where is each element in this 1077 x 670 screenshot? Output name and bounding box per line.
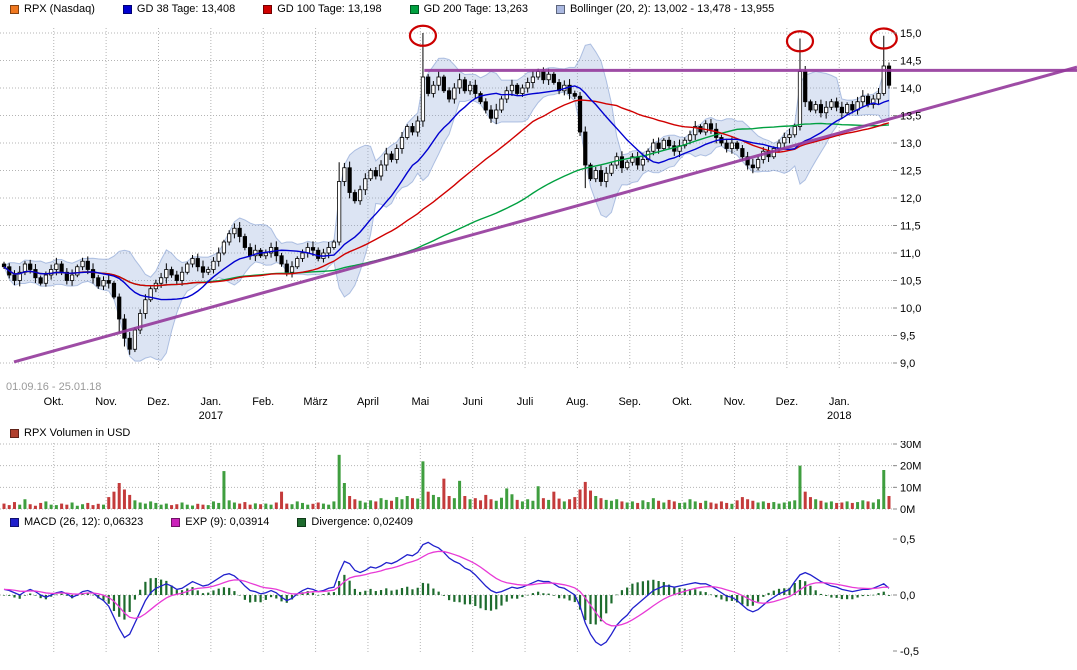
legend-item-volume: RPX Volumen in USD	[10, 427, 130, 439]
macd-chart-canvas: 0,5 0,0 -0,5	[0, 534, 919, 658]
bollinger-band	[3, 43, 890, 362]
legend-item-symbol: RPX (Nasdaq)	[10, 3, 95, 15]
price-tick-label: 13,5	[900, 111, 921, 123]
price-tick-label: 14,5	[900, 56, 921, 68]
macd-tick-label: 0,5	[900, 534, 915, 546]
month-label: März	[303, 396, 327, 408]
month-label: Dez.	[776, 396, 799, 408]
bollinger-label: Bollinger (20, 2): 13,002 - 13,478 - 13,…	[569, 3, 775, 15]
volume-gridlines	[0, 443, 895, 510]
price-tick-label: 10,5	[900, 276, 921, 288]
month-label: Aug.	[566, 396, 589, 408]
legend-item-exp: EXP (9): 0,03914	[171, 516, 269, 528]
month-label: Okt.	[44, 396, 64, 408]
legend-item-divergence: Divergence: 0,02409	[297, 516, 413, 528]
legend-item-gd200: GD 200 Tage: 13,263	[409, 3, 528, 15]
breakout-circle	[785, 30, 815, 53]
macd-tick-label: -0,5	[900, 646, 919, 658]
price-tick-label: 11,0	[900, 248, 921, 260]
divergence-legend-icon	[297, 517, 307, 527]
price-tick-label: 9,5	[900, 331, 915, 343]
price-chart-canvas: 15,0 14,5 14,0 13,5 13,0 12,5 12,0 11,5 11,0 10,5…	[0, 24, 1077, 422]
breakout-circle	[869, 27, 898, 50]
gd200-legend-icon	[409, 4, 419, 14]
month-label: Juni	[463, 396, 483, 408]
price-chart-legend: RPX (Nasdaq) GD 38 Tage: 13,408 GD 100 T…	[0, 0, 1077, 18]
macd-gridlines	[0, 537, 895, 653]
price-tick-label: 9,0	[900, 358, 915, 370]
bollinger-legend-icon	[555, 4, 565, 14]
volume-tick-label: 20M	[900, 461, 921, 473]
volume-legend-icon	[10, 428, 19, 438]
price-tick-label: 12,0	[900, 193, 921, 205]
gd38-label: GD 38 Tage: 13,408	[136, 3, 236, 15]
volume-label: RPX Volumen in USD	[24, 427, 131, 439]
price-tick-label: 11,5	[900, 221, 921, 233]
volume-tick-label: 0M	[900, 504, 915, 513]
volume-chart-legend: RPX Volumen in USD	[0, 425, 1077, 441]
price-tick-label: 13,0	[900, 138, 921, 150]
month-label: Nov.	[95, 396, 117, 408]
gd38-line	[3, 85, 890, 301]
gd38-legend-icon	[122, 4, 132, 14]
macd-legend-icon	[10, 517, 19, 527]
volume-chart-canvas: 30M 20M 10M 0M	[0, 441, 921, 513]
month-label: Juli	[517, 396, 534, 408]
date-range-label: 01.09.16 - 25.01.18	[6, 381, 101, 393]
month-label: Dez.	[147, 396, 170, 408]
macd-chart-legend: MACD (26, 12): 0,06323 EXP (9): 0,03914 …	[0, 513, 1077, 531]
volume-tick-label: 30M	[900, 441, 921, 451]
volume-tick-label: 10M	[900, 482, 921, 494]
exp-legend-icon	[171, 517, 181, 527]
month-label: Feb.	[252, 396, 274, 408]
volume-bars	[2, 454, 891, 509]
month-label: Nov.	[724, 396, 746, 408]
legend-item-gd38: GD 38 Tage: 13,408	[122, 3, 236, 15]
gd100-legend-icon	[263, 4, 273, 14]
legend-item-macd: MACD (26, 12): 0,06323	[10, 516, 143, 528]
price-tick-label: 10,0	[900, 303, 921, 315]
legend-item-bollinger: Bollinger (20, 2): 13,002 - 13,478 - 13,…	[555, 3, 775, 15]
legend-item-gd100: GD 100 Tage: 13,198	[263, 3, 382, 15]
month-label: April	[357, 396, 379, 408]
macd-label: MACD (26, 12): 0,06323	[24, 516, 144, 528]
month-label: Sep.	[618, 396, 641, 408]
month-label: Mai	[411, 396, 429, 408]
year-label: 2017	[199, 410, 223, 422]
gd200-label: GD 200 Tage: 13,263	[423, 3, 528, 15]
macd-tick-label: 0,0	[900, 590, 915, 602]
divergence-bars	[2, 574, 891, 625]
price-tick-label: 15,0	[900, 28, 921, 40]
ascending-support	[13, 65, 1077, 364]
exp-label: EXP (9): 0,03914	[185, 516, 270, 528]
symbol-legend-icon	[10, 4, 19, 14]
breakout-circle	[408, 24, 438, 47]
macd-line	[3, 541, 890, 647]
symbol-label: RPX (Nasdaq)	[24, 3, 95, 15]
exp-signal-line	[3, 550, 890, 627]
year-label: 2018	[827, 410, 851, 422]
month-label: Jan.	[200, 396, 221, 408]
gd100-label: GD 100 Tage: 13,198	[277, 3, 382, 15]
month-label: Jan.	[829, 396, 850, 408]
price-tick-label: 12,5	[900, 166, 921, 178]
divergence-label: Divergence: 0,02409	[311, 516, 413, 528]
month-label: Okt.	[672, 396, 692, 408]
price-tick-label: 14,0	[900, 83, 921, 95]
